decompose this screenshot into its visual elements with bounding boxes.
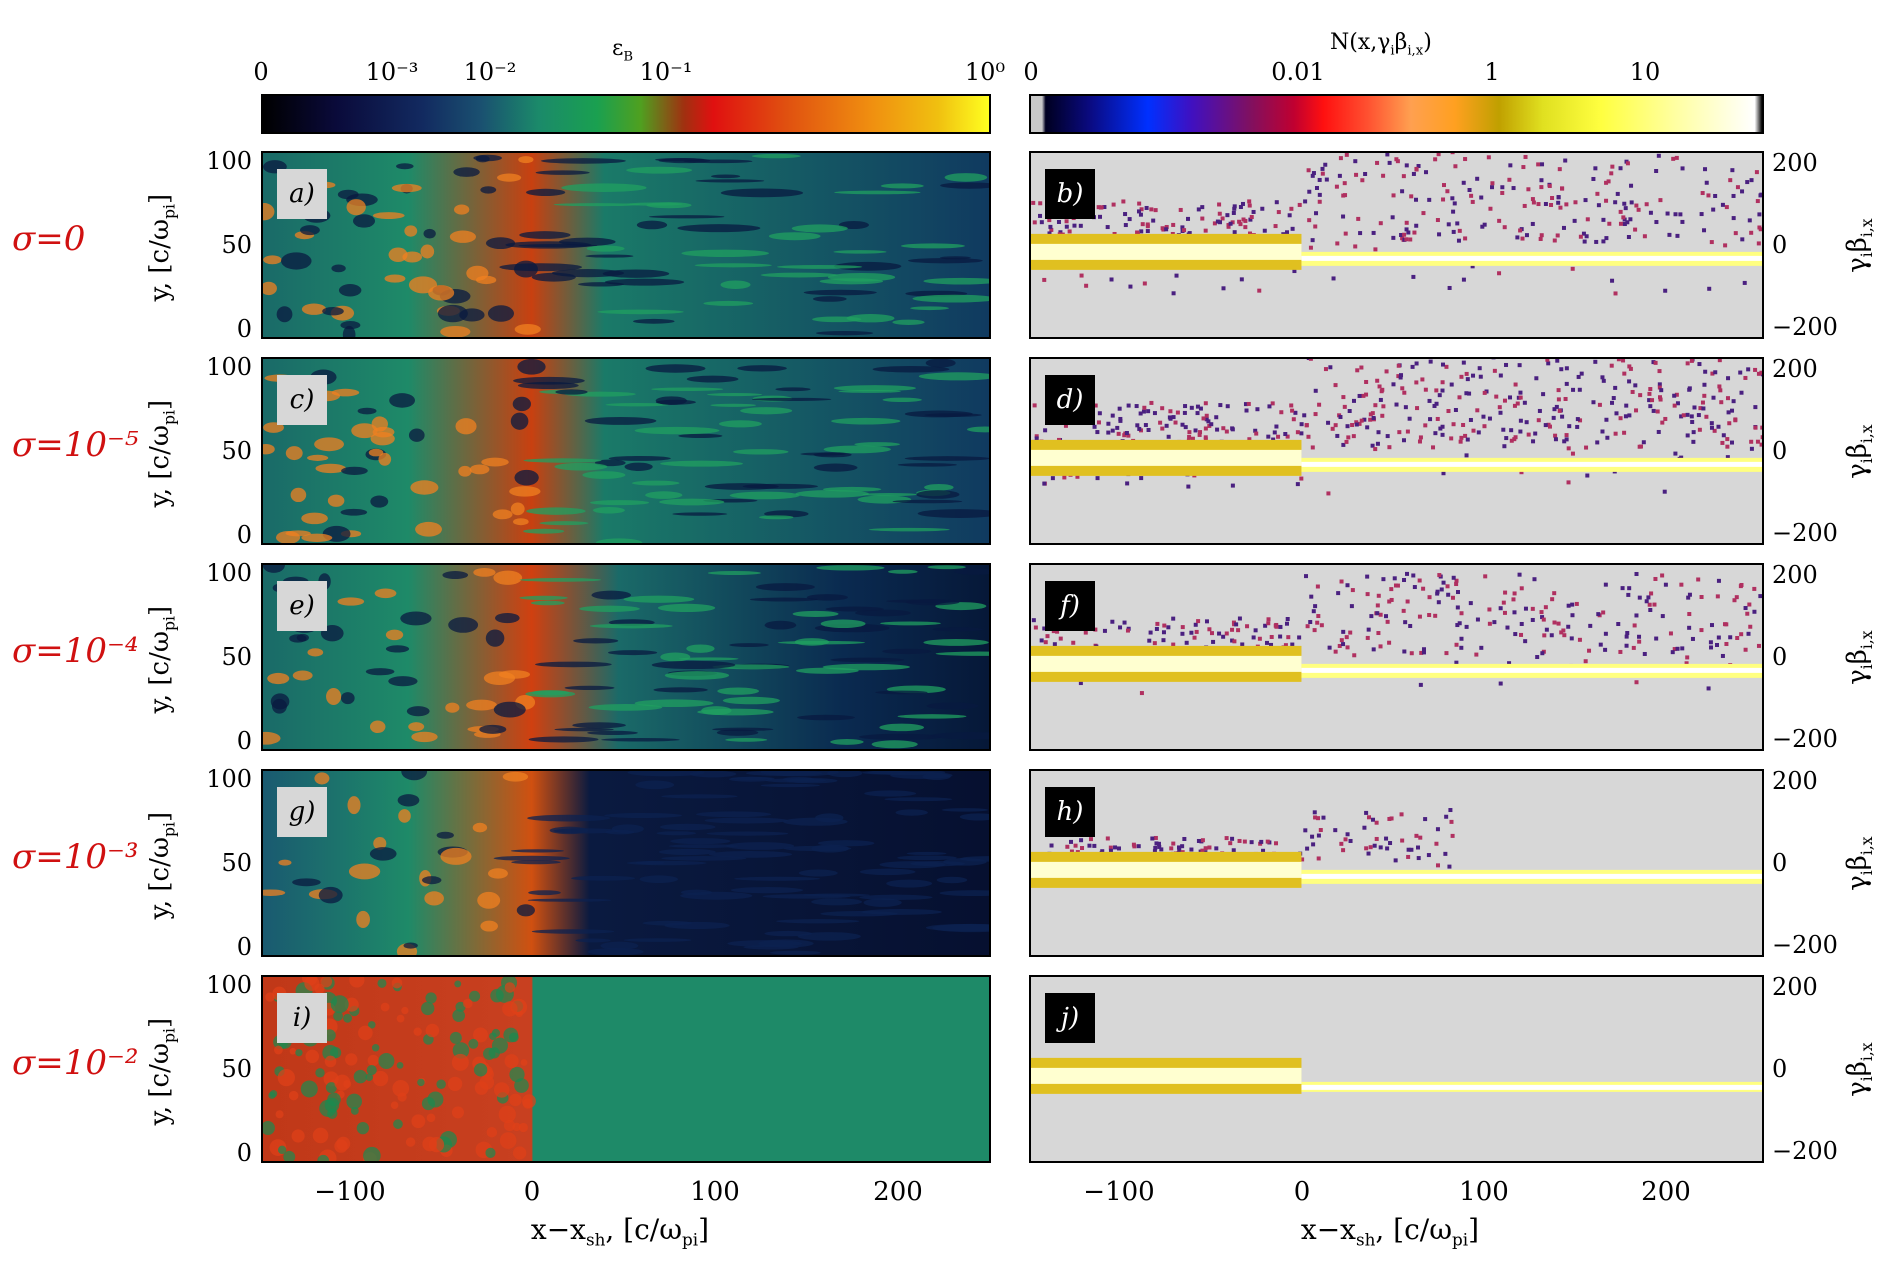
right-xtick-3: 200: [1641, 1177, 1691, 1207]
left-cbar-tick-2: 10⁻²: [463, 58, 517, 86]
right-ytick: −200: [1772, 725, 1838, 753]
left-cbar-tick-0: 0: [253, 58, 269, 86]
sigma-label: σ=10⁻³: [12, 837, 139, 877]
phase-space-panel: j): [1029, 975, 1764, 1163]
right-xlabel: x−xsh, [c/ωpi]: [1300, 1213, 1480, 1250]
right-ylabel: γiβi,x: [1842, 424, 1876, 479]
left-cbar-tick-1: 10⁻³: [365, 58, 419, 86]
left-ytick: 50: [221, 437, 252, 465]
left-ytick: 50: [221, 849, 252, 877]
right-xtick-0: −100: [1083, 1177, 1155, 1207]
right-ytick: 0: [1772, 437, 1788, 465]
right-colorbar: [1029, 94, 1764, 134]
right-ylabel: γiβi,x: [1842, 630, 1876, 685]
panel-tag: g): [277, 787, 327, 837]
left-ytick: 0: [236, 933, 252, 961]
left-ytick: 0: [236, 1139, 252, 1167]
left-ylabel: y, [c/ωpi]: [145, 811, 179, 920]
right-xtick-1: 0: [1293, 1177, 1311, 1207]
left-ytick: 50: [221, 231, 252, 259]
left-ytick: 100: [206, 353, 252, 381]
phase-space-panel: b): [1029, 151, 1764, 339]
left-ytick: 100: [206, 559, 252, 587]
left-ytick: 100: [206, 971, 252, 999]
phase-space-panel: h): [1029, 769, 1764, 957]
field-panel: i): [261, 975, 991, 1163]
left-ytick: 100: [206, 147, 252, 175]
field-panel: c): [261, 357, 991, 545]
left-ytick: 50: [221, 1055, 252, 1083]
left-ylabel: y, [c/ωpi]: [145, 193, 179, 302]
panel-tag: j): [1045, 993, 1095, 1043]
right-cbar-tick-0: 0: [1023, 58, 1039, 86]
right-ytick: 200: [1772, 973, 1818, 1001]
left-colorbar-title: εB: [612, 36, 634, 65]
right-ytick: −200: [1772, 1137, 1838, 1165]
field-panel: a): [261, 151, 991, 339]
sigma-label: σ=10⁻⁵: [12, 425, 139, 465]
panel-tag: a): [277, 169, 327, 219]
right-ytick: −200: [1772, 931, 1838, 959]
right-colorbar-title: N(x,γiβi,x): [1330, 30, 1432, 59]
right-ylabel: γiβi,x: [1842, 836, 1876, 891]
panel-tag: b): [1045, 169, 1095, 219]
phase-space-panel: d): [1029, 357, 1764, 545]
left-ytick: 50: [221, 643, 252, 671]
right-cbar-tick-1: 0.01: [1271, 58, 1325, 86]
left-colorbar: [261, 94, 991, 134]
right-ytick: 200: [1772, 355, 1818, 383]
right-ytick: 0: [1772, 231, 1788, 259]
left-ylabel: y, [c/ωpi]: [145, 1017, 179, 1126]
right-ytick: 0: [1772, 849, 1788, 877]
right-ytick: 0: [1772, 1055, 1788, 1083]
left-cbar-tick-3: 10⁻¹: [639, 58, 693, 86]
left-ytick: 100: [206, 765, 252, 793]
phase-space-panel: f): [1029, 563, 1764, 751]
sigma-label: σ=10⁻²: [12, 1043, 139, 1083]
left-xlabel: x−xsh, [c/ωpi]: [530, 1213, 710, 1250]
left-xtick-2: 100: [690, 1177, 740, 1207]
panel-tag: d): [1045, 375, 1095, 425]
left-cbar-tick-4: 10⁰: [964, 58, 1006, 86]
left-ytick: 0: [236, 727, 252, 755]
left-ytick: 0: [236, 521, 252, 549]
left-xtick-1: 0: [523, 1177, 541, 1207]
sigma-label: σ=0: [12, 219, 86, 259]
left-xtick-3: 200: [873, 1177, 923, 1207]
sigma-label: σ=10⁻⁴: [12, 631, 139, 671]
left-xtick-0: −100: [314, 1177, 386, 1207]
panel-tag: h): [1045, 787, 1095, 837]
right-xtick-2: 100: [1459, 1177, 1509, 1207]
left-ytick: 0: [236, 315, 252, 343]
right-ytick: −200: [1772, 313, 1838, 341]
right-ylabel: γiβi,x: [1842, 1042, 1876, 1097]
field-panel: g): [261, 769, 991, 957]
left-ylabel: y, [c/ωpi]: [145, 605, 179, 714]
panel-tag: i): [277, 993, 327, 1043]
right-ytick: 200: [1772, 149, 1818, 177]
right-cbar-tick-3: 10: [1629, 58, 1661, 86]
right-ytick: 0: [1772, 643, 1788, 671]
right-ytick: 200: [1772, 767, 1818, 795]
left-ylabel: y, [c/ωpi]: [145, 399, 179, 508]
field-panel: e): [261, 563, 991, 751]
panel-tag: c): [277, 375, 327, 425]
panel-tag: f): [1045, 581, 1095, 631]
right-ytick: 200: [1772, 561, 1818, 589]
right-ylabel: γiβi,x: [1842, 218, 1876, 273]
panel-tag: e): [277, 581, 327, 631]
right-cbar-tick-2: 1: [1484, 58, 1500, 86]
right-ytick: −200: [1772, 519, 1838, 547]
